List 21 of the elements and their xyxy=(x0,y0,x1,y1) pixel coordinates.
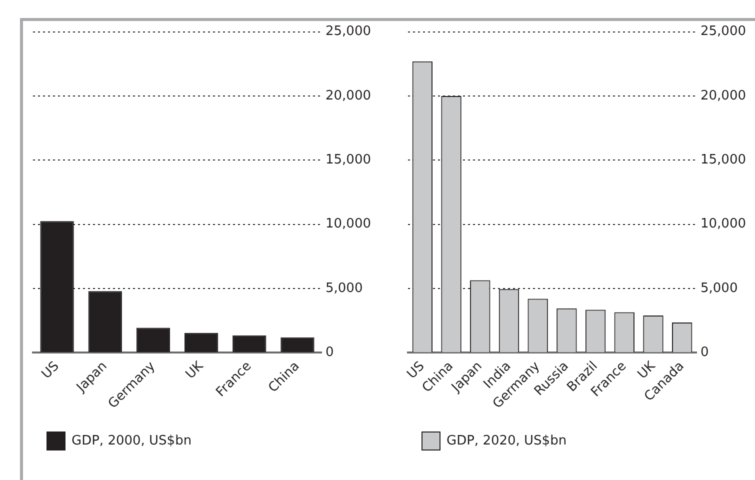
x-tick-label: UK xyxy=(183,358,207,382)
y-tick-label: 5,000 xyxy=(700,280,738,296)
y-tick-label: 10,000 xyxy=(700,216,746,232)
bar xyxy=(88,291,122,352)
legend-label: GDP, 2020, US$bn xyxy=(446,433,567,448)
y-tick-label: 20,000 xyxy=(326,88,372,104)
y-tick-label: 25,000 xyxy=(700,24,746,40)
y-tick-label: 0 xyxy=(326,345,334,360)
legend-label: GDP, 2000, US$bn xyxy=(72,433,192,448)
y-tick-label: 15,000 xyxy=(700,152,746,168)
bar xyxy=(232,335,266,352)
y-tick-label: 25,000 xyxy=(326,24,372,40)
y-tick-label: 20,000 xyxy=(700,88,746,104)
y-tick-label: 15,000 xyxy=(326,152,372,168)
y-tick-label: 5,000 xyxy=(326,280,363,296)
bar xyxy=(280,337,314,352)
y-tick-label: 0 xyxy=(700,345,709,360)
bar xyxy=(184,332,218,352)
y-tick-label: 10,000 xyxy=(326,216,372,232)
x-tick-label: US xyxy=(39,358,62,382)
bar xyxy=(136,328,170,352)
